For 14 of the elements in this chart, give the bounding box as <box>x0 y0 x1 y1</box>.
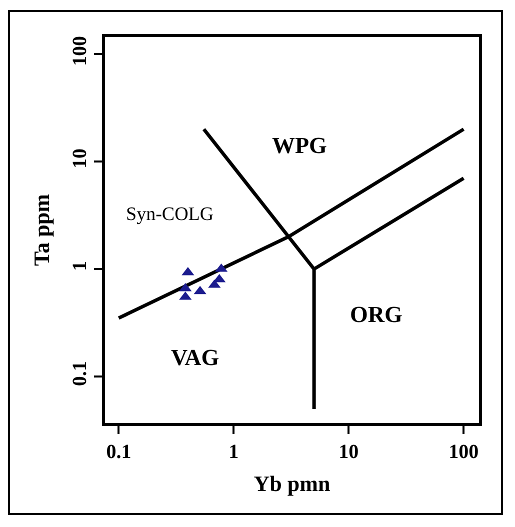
y-tick-label: 100 <box>69 36 91 66</box>
annotation: Syn-COLG <box>126 204 214 225</box>
x-tick-label: 1 <box>228 441 239 463</box>
y-tick-label: 0.1 <box>69 361 91 386</box>
y-tick-label: 1 <box>69 261 91 272</box>
y-tick-label: 10 <box>69 148 91 169</box>
y-axis-title: Ta ppm <box>28 194 54 266</box>
x-axis-title: Yb pmn <box>254 470 330 496</box>
x-tick-label: 100 <box>448 441 479 463</box>
annotation: VAG <box>171 345 220 370</box>
x-tick-label: 0.1 <box>106 441 132 463</box>
annotation: ORG <box>350 302 402 327</box>
x-tick-label: 10 <box>338 441 359 463</box>
annotation: WPG <box>272 133 328 158</box>
